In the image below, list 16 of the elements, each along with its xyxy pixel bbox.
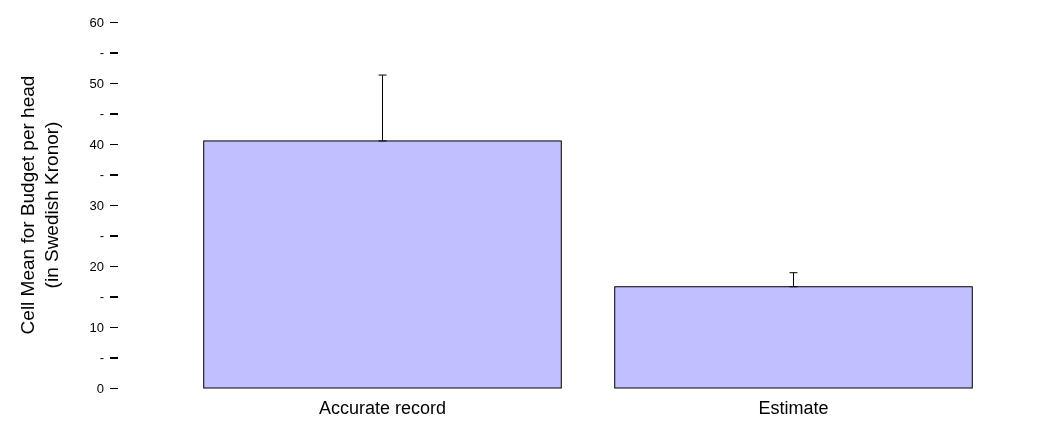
y-tick-label: 60 (89, 14, 104, 30)
x-tick-label: Estimate (758, 398, 829, 418)
y-tick-label: - (99, 45, 104, 61)
y-tick-label: 20 (89, 258, 104, 274)
y-tick-label: - (99, 228, 104, 244)
y-tick-label: - (99, 106, 104, 122)
y-axis-title: Cell Mean for Budget per head (in Swedish Kronor) (17, 75, 62, 335)
y-tick-label: 50 (89, 75, 104, 91)
x-tick-label: Accurate record (318, 398, 447, 418)
y-tick-label: - (99, 167, 104, 183)
y-tick-label: 0 (96, 380, 104, 396)
y-tick-label: 10 (89, 319, 104, 335)
y-tick-label: 30 (89, 197, 104, 213)
y-tick-label: 40 (89, 136, 104, 152)
y-tick-label: - (99, 289, 104, 305)
y-tick-label: - (99, 350, 104, 366)
